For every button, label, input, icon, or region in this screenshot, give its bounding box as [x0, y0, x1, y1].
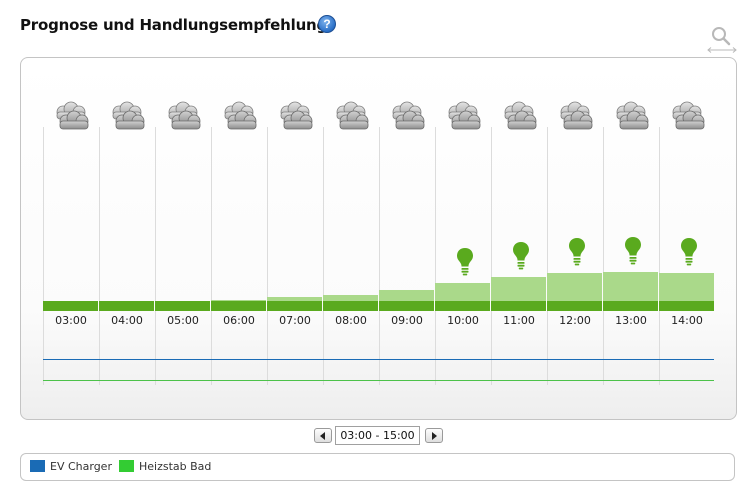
- hour-label: 14:00: [671, 314, 703, 327]
- forecast-base-bar: [211, 301, 266, 311]
- hour-label: 13:00: [615, 314, 647, 327]
- legend-swatch: [119, 460, 134, 472]
- hour-label: 05:00: [167, 314, 199, 327]
- forecast-bar: [435, 283, 490, 301]
- cloudy-icon: [555, 101, 595, 133]
- cloudy-icon: [387, 101, 427, 133]
- column-divider: [323, 127, 324, 385]
- cloudy-icon: [107, 101, 147, 133]
- column-divider: [211, 127, 212, 385]
- column-divider: [379, 127, 380, 385]
- legend-item-ev-charger[interactable]: EV Charger: [30, 460, 112, 474]
- forecast-base-bar: [547, 301, 602, 311]
- lightbulb-icon: [456, 247, 474, 277]
- column-divider: [603, 127, 604, 385]
- cloudy-icon: [219, 101, 259, 133]
- zoom-reset-icon[interactable]: [704, 24, 740, 54]
- cloudy-icon: [163, 101, 203, 133]
- forecast-base-bar: [99, 301, 154, 311]
- forecast-bar: [379, 290, 434, 301]
- hour-label: 04:00: [111, 314, 143, 327]
- column-divider: [659, 127, 660, 385]
- forecast-bar: [603, 272, 658, 301]
- column-divider: [43, 127, 44, 385]
- hour-label: 06:00: [223, 314, 255, 327]
- cloudy-icon: [499, 101, 539, 133]
- column-divider: [155, 127, 156, 385]
- lightbulb-icon: [624, 236, 642, 266]
- hour-label: 11:00: [503, 314, 535, 327]
- column-divider: [491, 127, 492, 385]
- column-divider: [435, 127, 436, 385]
- forecast-bar: [491, 277, 546, 301]
- forecast-bar: [267, 297, 322, 301]
- cloudy-icon: [667, 101, 707, 133]
- column-divider: [99, 127, 100, 385]
- forecast-bar: [211, 300, 266, 301]
- forecast-bar: [547, 273, 602, 301]
- cloudy-icon: [275, 101, 315, 133]
- cloudy-icon: [611, 101, 651, 133]
- hour-label: 03:00: [55, 314, 87, 327]
- legend: EV Charger Heizstab Bad: [20, 453, 735, 481]
- column-divider: [267, 127, 268, 385]
- column-divider: [547, 127, 548, 385]
- hour-label: 12:00: [559, 314, 591, 327]
- forecast-base-bar: [603, 301, 658, 311]
- forecast-base-bar: [435, 301, 490, 311]
- forecast-bar: [323, 295, 378, 301]
- cloudy-icon: [51, 101, 91, 133]
- forecast-base-bar: [155, 301, 210, 311]
- legend-label: EV Charger: [50, 460, 112, 473]
- cloudy-icon: [331, 101, 371, 133]
- forecast-base-bar: [659, 301, 714, 311]
- cloudy-icon: [443, 101, 483, 133]
- forecast-base-bar: [379, 301, 434, 311]
- hour-label: 07:00: [279, 314, 311, 327]
- lightbulb-icon: [680, 237, 698, 267]
- legend-item-heizstab-bad[interactable]: Heizstab Bad: [119, 460, 211, 474]
- forecast-base-bar: [323, 301, 378, 311]
- forecast-bar: [659, 273, 714, 301]
- lightbulb-icon: [512, 241, 530, 271]
- arrow-right-icon: [432, 432, 437, 440]
- next-range-button[interactable]: [425, 428, 443, 443]
- page-title: Prognose und Handlungsempfehlung: [20, 16, 328, 34]
- prev-range-button[interactable]: [314, 428, 332, 443]
- time-range-display: 03:00 - 15:00: [335, 426, 420, 445]
- hour-label: 08:00: [335, 314, 367, 327]
- hour-label: 09:00: [391, 314, 423, 327]
- legend-swatch: [30, 460, 45, 472]
- lightbulb-icon: [568, 237, 586, 267]
- forecast-base-bar: [43, 301, 98, 311]
- ev-charger-line: [43, 359, 714, 360]
- arrow-left-icon: [320, 432, 325, 440]
- legend-label: Heizstab Bad: [139, 460, 212, 473]
- forecast-base-bar: [491, 301, 546, 311]
- hour-label: 10:00: [447, 314, 479, 327]
- help-icon[interactable]: ?: [318, 15, 336, 33]
- forecast-base-bar: [267, 301, 322, 311]
- heizstab-bad-line: [43, 380, 714, 381]
